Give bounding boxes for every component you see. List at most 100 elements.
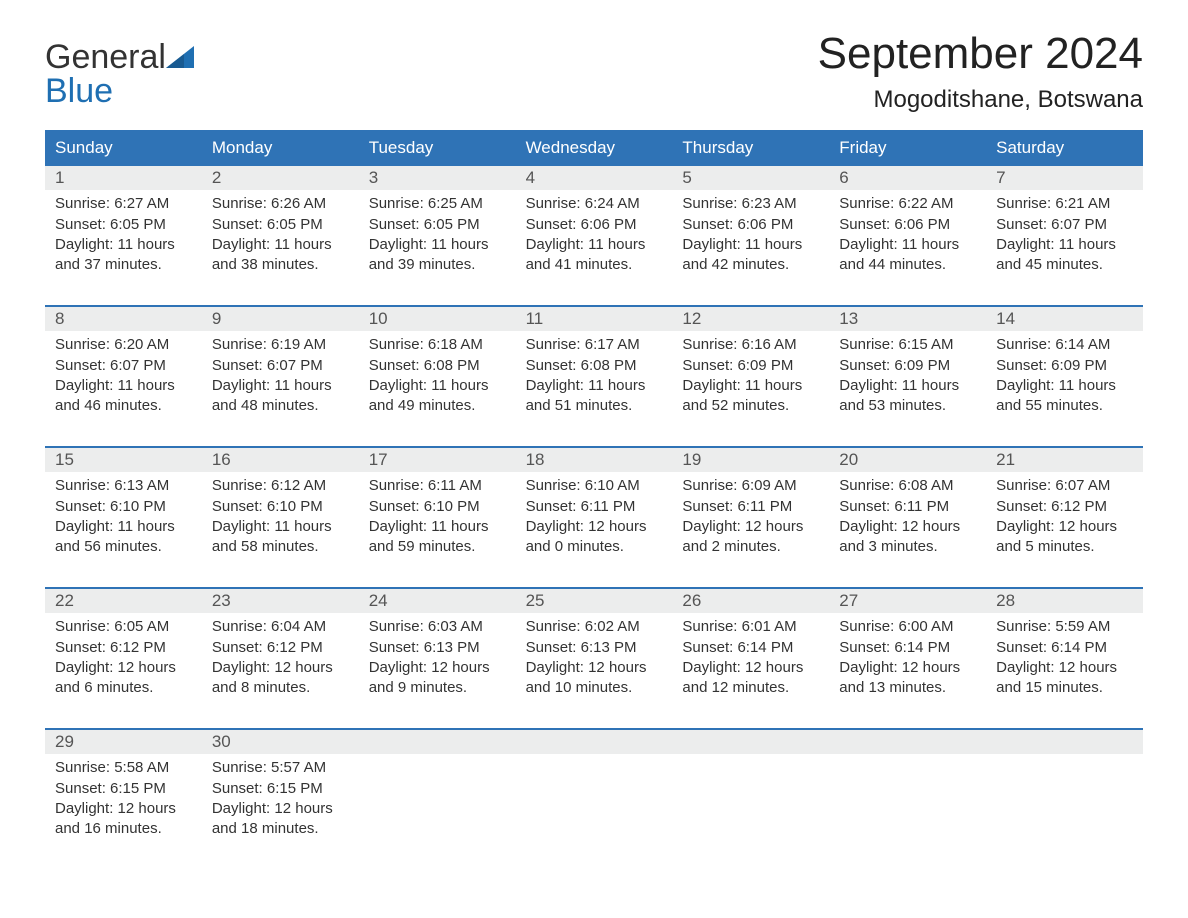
day-daylight2: and 5 minutes. <box>996 537 1133 557</box>
weekday-wednesday: Wednesday <box>516 132 673 164</box>
weekday-tuesday: Tuesday <box>359 132 516 164</box>
day-daylight1: Daylight: 11 hours <box>212 376 349 396</box>
day-daylight1: Daylight: 11 hours <box>212 517 349 537</box>
day-daylight1: Daylight: 11 hours <box>682 235 819 255</box>
day-sunrise: Sunrise: 5:58 AM <box>55 758 192 778</box>
day-body <box>359 754 516 758</box>
calendar-day: 8Sunrise: 6:20 AMSunset: 6:07 PMDaylight… <box>45 307 202 422</box>
calendar-day: 5Sunrise: 6:23 AMSunset: 6:06 PMDaylight… <box>672 166 829 281</box>
day-sunrise: Sunrise: 6:18 AM <box>369 335 506 355</box>
day-daylight2: and 45 minutes. <box>996 255 1133 275</box>
day-body: Sunrise: 6:02 AMSunset: 6:13 PMDaylight:… <box>516 613 673 698</box>
day-daylight1: Daylight: 12 hours <box>526 517 663 537</box>
day-body: Sunrise: 6:17 AMSunset: 6:08 PMDaylight:… <box>516 331 673 416</box>
day-daylight1: Daylight: 12 hours <box>996 658 1133 678</box>
day-body <box>672 754 829 758</box>
day-daylight2: and 12 minutes. <box>682 678 819 698</box>
day-daylight2: and 53 minutes. <box>839 396 976 416</box>
day-daylight1: Daylight: 12 hours <box>839 517 976 537</box>
day-daylight1: Daylight: 12 hours <box>682 658 819 678</box>
calendar-day: 2Sunrise: 6:26 AMSunset: 6:05 PMDaylight… <box>202 166 359 281</box>
day-number: 4 <box>516 166 673 190</box>
calendar-week: 29Sunrise: 5:58 AMSunset: 6:15 PMDayligh… <box>45 728 1143 845</box>
weekday-header-row: Sunday Monday Tuesday Wednesday Thursday… <box>45 130 1143 164</box>
calendar-day: 26Sunrise: 6:01 AMSunset: 6:14 PMDayligh… <box>672 589 829 704</box>
day-number <box>359 730 516 754</box>
day-sunset: Sunset: 6:06 PM <box>682 215 819 235</box>
day-body: Sunrise: 6:12 AMSunset: 6:10 PMDaylight:… <box>202 472 359 557</box>
day-sunset: Sunset: 6:09 PM <box>682 356 819 376</box>
day-daylight1: Daylight: 11 hours <box>996 376 1133 396</box>
day-body: Sunrise: 6:26 AMSunset: 6:05 PMDaylight:… <box>202 190 359 275</box>
day-sunset: Sunset: 6:07 PM <box>996 215 1133 235</box>
calendar-week: 1Sunrise: 6:27 AMSunset: 6:05 PMDaylight… <box>45 164 1143 281</box>
day-body: Sunrise: 6:24 AMSunset: 6:06 PMDaylight:… <box>516 190 673 275</box>
day-number <box>986 730 1143 754</box>
calendar-day: 25Sunrise: 6:02 AMSunset: 6:13 PMDayligh… <box>516 589 673 704</box>
day-body: Sunrise: 6:01 AMSunset: 6:14 PMDaylight:… <box>672 613 829 698</box>
day-sunset: Sunset: 6:06 PM <box>839 215 976 235</box>
day-daylight2: and 56 minutes. <box>55 537 192 557</box>
day-daylight1: Daylight: 11 hours <box>55 376 192 396</box>
day-number: 16 <box>202 448 359 472</box>
day-sunrise: Sunrise: 6:20 AM <box>55 335 192 355</box>
day-daylight2: and 58 minutes. <box>212 537 349 557</box>
day-daylight2: and 39 minutes. <box>369 255 506 275</box>
day-sunrise: Sunrise: 6:11 AM <box>369 476 506 496</box>
day-sunset: Sunset: 6:11 PM <box>682 497 819 517</box>
calendar-day: 21Sunrise: 6:07 AMSunset: 6:12 PMDayligh… <box>986 448 1143 563</box>
logo-text-block: General Blue <box>45 40 194 108</box>
day-daylight2: and 0 minutes. <box>526 537 663 557</box>
day-daylight1: Daylight: 11 hours <box>55 517 192 537</box>
day-number: 7 <box>986 166 1143 190</box>
day-sunset: Sunset: 6:15 PM <box>55 779 192 799</box>
calendar-day <box>359 730 516 845</box>
day-daylight2: and 2 minutes. <box>682 537 819 557</box>
day-sunset: Sunset: 6:08 PM <box>369 356 506 376</box>
calendar-day <box>986 730 1143 845</box>
day-sunset: Sunset: 6:13 PM <box>369 638 506 658</box>
calendar-day: 29Sunrise: 5:58 AMSunset: 6:15 PMDayligh… <box>45 730 202 845</box>
calendar-day <box>672 730 829 845</box>
day-daylight1: Daylight: 11 hours <box>839 376 976 396</box>
day-daylight2: and 6 minutes. <box>55 678 192 698</box>
calendar-day: 6Sunrise: 6:22 AMSunset: 6:06 PMDaylight… <box>829 166 986 281</box>
day-daylight1: Daylight: 12 hours <box>839 658 976 678</box>
calendar-day <box>516 730 673 845</box>
day-sunset: Sunset: 6:12 PM <box>212 638 349 658</box>
day-number: 15 <box>45 448 202 472</box>
day-sunrise: Sunrise: 6:15 AM <box>839 335 976 355</box>
location: Mogoditshane, Botswana <box>818 86 1143 114</box>
month-title: September 2024 <box>818 30 1143 78</box>
calendar-day: 30Sunrise: 5:57 AMSunset: 6:15 PMDayligh… <box>202 730 359 845</box>
day-daylight2: and 46 minutes. <box>55 396 192 416</box>
day-body: Sunrise: 6:19 AMSunset: 6:07 PMDaylight:… <box>202 331 359 416</box>
day-body: Sunrise: 6:00 AMSunset: 6:14 PMDaylight:… <box>829 613 986 698</box>
day-sunrise: Sunrise: 6:10 AM <box>526 476 663 496</box>
logo-text-general: General <box>45 38 166 76</box>
title-block: September 2024 Mogoditshane, Botswana <box>818 30 1143 124</box>
day-sunrise: Sunrise: 6:21 AM <box>996 194 1133 214</box>
day-daylight1: Daylight: 11 hours <box>369 517 506 537</box>
calendar-day <box>829 730 986 845</box>
weeks-container: 1Sunrise: 6:27 AMSunset: 6:05 PMDaylight… <box>45 164 1143 845</box>
logo-text-blue: Blue <box>45 74 113 108</box>
day-daylight2: and 52 minutes. <box>682 396 819 416</box>
day-sunrise: Sunrise: 6:25 AM <box>369 194 506 214</box>
day-body: Sunrise: 5:57 AMSunset: 6:15 PMDaylight:… <box>202 754 359 839</box>
day-number: 28 <box>986 589 1143 613</box>
calendar-day: 15Sunrise: 6:13 AMSunset: 6:10 PMDayligh… <box>45 448 202 563</box>
day-number: 9 <box>202 307 359 331</box>
day-daylight1: Daylight: 12 hours <box>55 799 192 819</box>
calendar-day: 27Sunrise: 6:00 AMSunset: 6:14 PMDayligh… <box>829 589 986 704</box>
day-sunset: Sunset: 6:13 PM <box>526 638 663 658</box>
day-sunset: Sunset: 6:10 PM <box>55 497 192 517</box>
calendar-week: 22Sunrise: 6:05 AMSunset: 6:12 PMDayligh… <box>45 587 1143 704</box>
day-body: Sunrise: 6:21 AMSunset: 6:07 PMDaylight:… <box>986 190 1143 275</box>
day-number: 12 <box>672 307 829 331</box>
day-daylight2: and 48 minutes. <box>212 396 349 416</box>
calendar-week: 15Sunrise: 6:13 AMSunset: 6:10 PMDayligh… <box>45 446 1143 563</box>
day-sunset: Sunset: 6:05 PM <box>369 215 506 235</box>
day-body: Sunrise: 6:27 AMSunset: 6:05 PMDaylight:… <box>45 190 202 275</box>
day-number: 2 <box>202 166 359 190</box>
